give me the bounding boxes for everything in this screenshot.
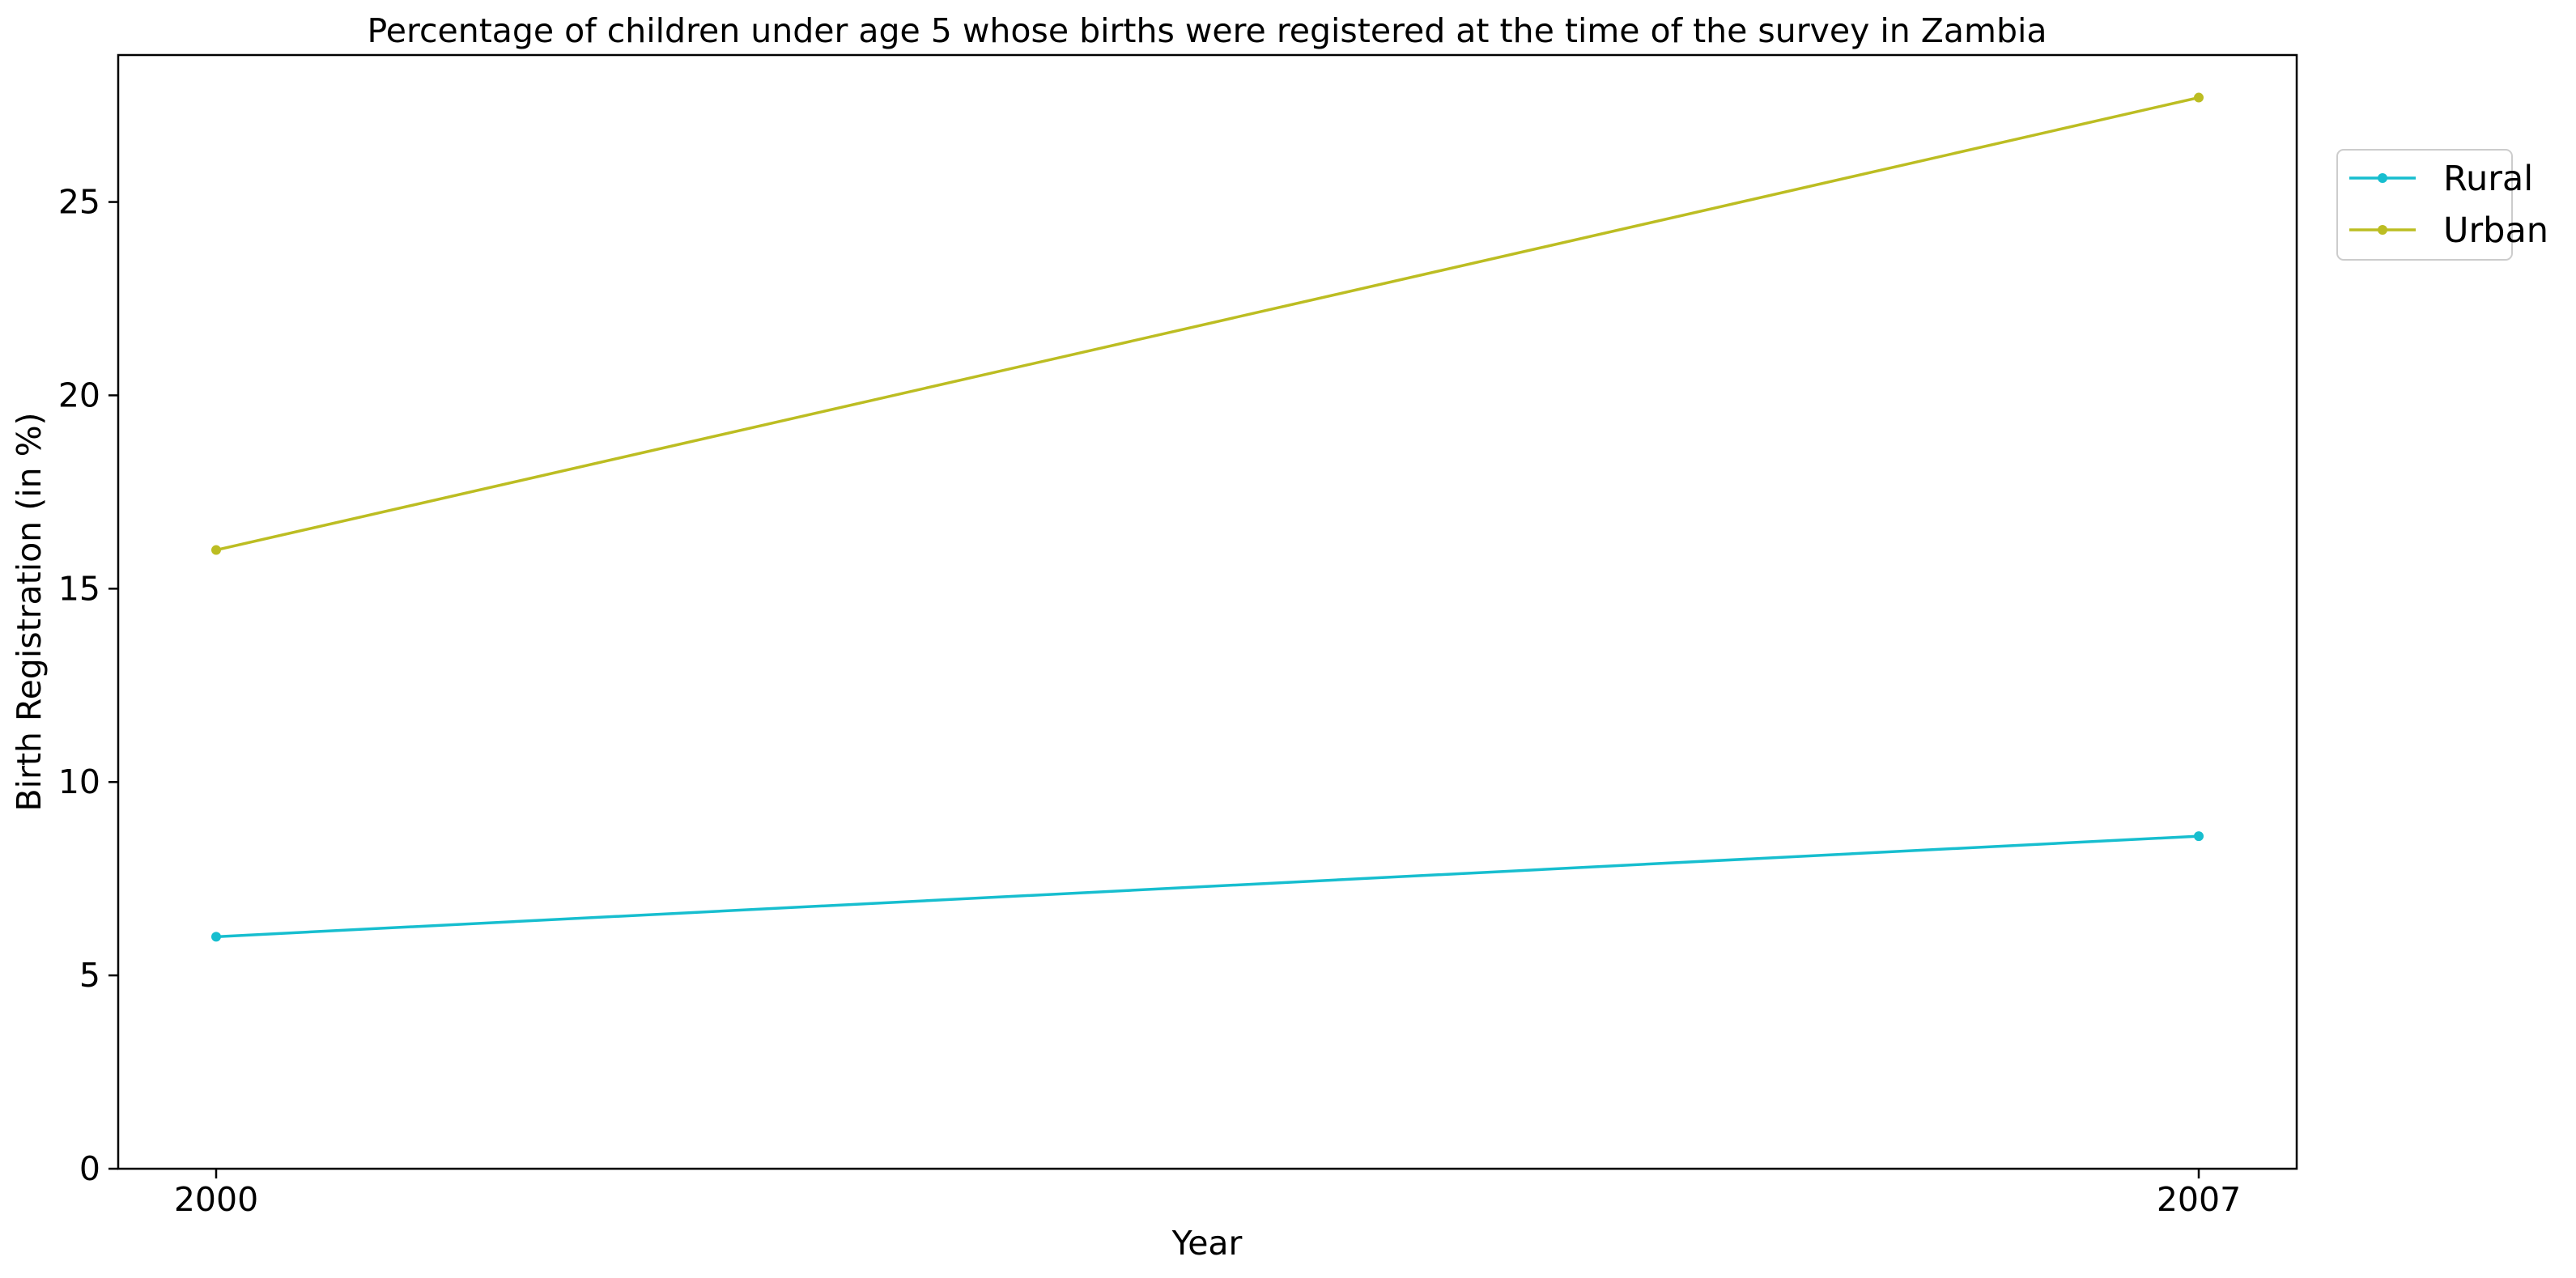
legend-marker-urban <box>2378 225 2387 235</box>
x-tick-label: 2000 <box>174 1180 258 1219</box>
legend-marker-rural <box>2378 173 2387 183</box>
x-tick-label: 2007 <box>2157 1180 2241 1219</box>
series-line-urban <box>215 96 2200 552</box>
y-axis-label: Birth Registration (in %) <box>10 412 49 811</box>
data-point-rural <box>211 932 221 942</box>
data-point-urban <box>211 545 221 555</box>
chart-title: Percentage of children under age 5 whose… <box>368 11 2047 50</box>
series-line-rural <box>215 834 2200 939</box>
y-tick-label: 15 <box>58 569 100 608</box>
y-tick-label: 0 <box>79 1149 100 1188</box>
legend-label-rural: Rural <box>2443 159 2533 199</box>
plot-area <box>117 53 2298 1170</box>
y-tick-label: 25 <box>58 183 100 222</box>
y-axis: 0 5 10 15 20 25 <box>58 183 118 1188</box>
legend-label-urban: Urban <box>2443 210 2548 251</box>
data-point-rural <box>2194 831 2204 842</box>
y-tick-label: 5 <box>79 956 100 995</box>
y-tick-label: 20 <box>58 376 100 414</box>
series-layer <box>211 92 2204 942</box>
x-axis: 2000 2007 <box>174 1169 2241 1219</box>
legend: Rural Urban <box>2336 149 2548 261</box>
data-point-urban <box>2194 92 2204 103</box>
y-tick-label: 10 <box>58 762 100 801</box>
x-axis-label: Year <box>1171 1224 1243 1263</box>
